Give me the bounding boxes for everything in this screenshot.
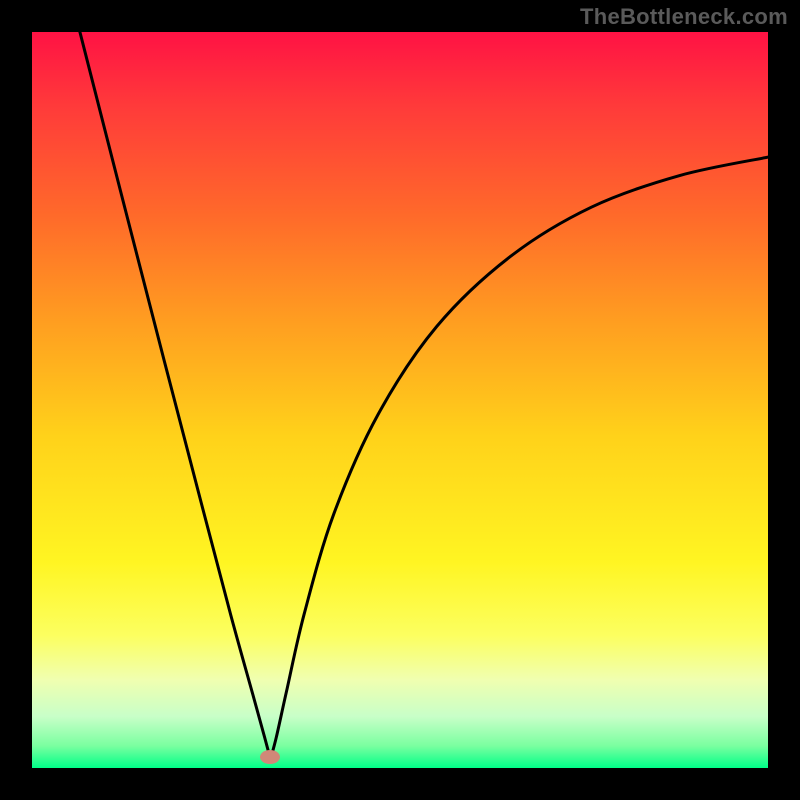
- curve-svg: [32, 32, 768, 768]
- vertex-marker: [260, 750, 280, 764]
- plot-area: [32, 32, 768, 768]
- chart-root: TheBottleneck.com: [0, 0, 800, 800]
- bottleneck-curve: [76, 32, 768, 759]
- watermark-text: TheBottleneck.com: [580, 4, 788, 30]
